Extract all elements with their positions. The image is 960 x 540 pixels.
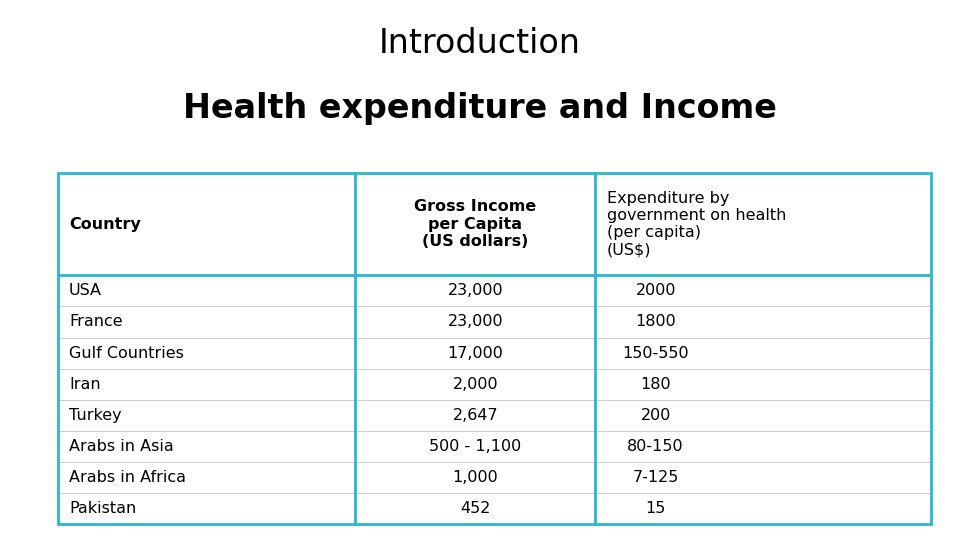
Text: Country: Country <box>69 217 141 232</box>
Text: France: France <box>69 314 123 329</box>
Text: Introduction: Introduction <box>379 27 581 60</box>
Text: 200: 200 <box>640 408 671 423</box>
Text: 1800: 1800 <box>636 314 676 329</box>
Text: Turkey: Turkey <box>69 408 122 423</box>
Text: 7-125: 7-125 <box>633 470 679 485</box>
Text: 17,000: 17,000 <box>447 346 503 361</box>
Text: Arabs in Africa: Arabs in Africa <box>69 470 186 485</box>
Text: Iran: Iran <box>69 376 101 392</box>
Text: 15: 15 <box>645 501 666 516</box>
Text: 500 - 1,100: 500 - 1,100 <box>429 438 521 454</box>
Text: 80-150: 80-150 <box>628 438 684 454</box>
Text: 1,000: 1,000 <box>452 470 498 485</box>
Text: Gross Income
per Capita
(US dollars): Gross Income per Capita (US dollars) <box>414 199 537 249</box>
Bar <box>58 173 931 524</box>
Text: 23,000: 23,000 <box>447 314 503 329</box>
Text: Health expenditure and Income: Health expenditure and Income <box>183 92 777 125</box>
Text: Gulf Countries: Gulf Countries <box>69 346 184 361</box>
Text: 2,000: 2,000 <box>452 376 498 392</box>
Text: Expenditure by
government on health
(per capita)
(US$): Expenditure by government on health (per… <box>607 191 786 258</box>
Text: 150-550: 150-550 <box>622 346 689 361</box>
Text: 2000: 2000 <box>636 284 676 299</box>
Text: 180: 180 <box>640 376 671 392</box>
Text: 23,000: 23,000 <box>447 284 503 299</box>
Text: Pakistan: Pakistan <box>69 501 136 516</box>
Text: 452: 452 <box>460 501 491 516</box>
Text: USA: USA <box>69 284 102 299</box>
Text: 2,647: 2,647 <box>452 408 498 423</box>
Text: Arabs in Asia: Arabs in Asia <box>69 438 174 454</box>
